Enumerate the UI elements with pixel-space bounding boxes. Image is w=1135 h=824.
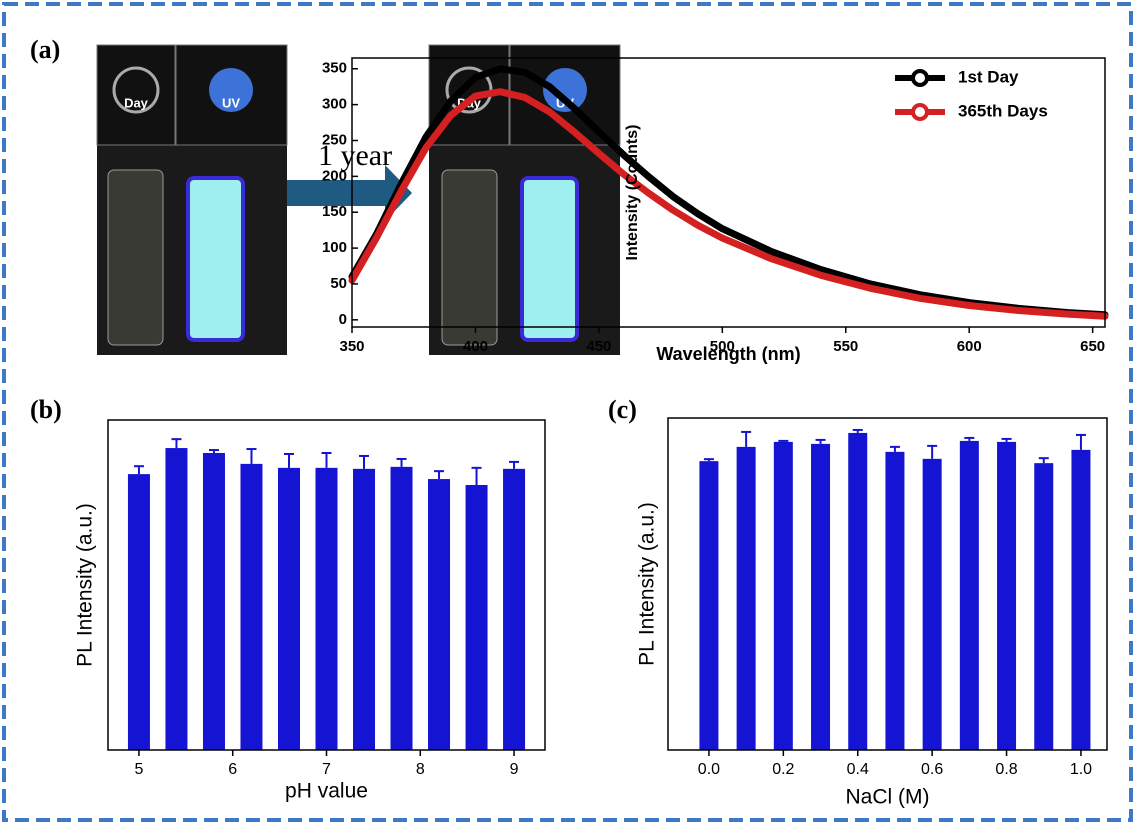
x-tick-label: 650 <box>1080 338 1105 355</box>
bar <box>428 479 451 750</box>
x-tick-label: 6 <box>228 761 237 778</box>
bar <box>736 446 756 750</box>
x-tick-label: 450 <box>586 338 611 355</box>
x-tick-label: 0.0 <box>698 761 720 778</box>
x-tick-label: 400 <box>463 338 488 355</box>
bar <box>848 432 868 750</box>
panel-label: (b) <box>30 395 62 424</box>
x-tick-label: 8 <box>416 761 425 778</box>
y-axis-label: PL Intensity (a.u.) <box>636 502 659 666</box>
y-tick-label: 50 <box>330 275 347 292</box>
x-tick-label: 1.0 <box>1070 761 1092 778</box>
bar <box>202 453 225 750</box>
legend-label: 365th Days <box>958 101 1048 120</box>
y-tick-label: 100 <box>322 239 347 256</box>
bar <box>773 441 793 750</box>
plot-frame <box>667 417 1108 751</box>
bar <box>997 441 1017 750</box>
series-line <box>348 88 1109 320</box>
x-tick-label: 0.8 <box>995 761 1017 778</box>
x-tick-label: 0.4 <box>847 761 869 778</box>
x-tick-label: 600 <box>957 338 982 355</box>
x-tick-label: 5 <box>134 761 143 778</box>
y-tick-label: 300 <box>322 96 347 113</box>
bar <box>503 468 526 750</box>
plot-frame <box>351 57 1106 328</box>
legend-marker <box>911 69 929 87</box>
x-tick-label: 500 <box>710 338 735 355</box>
y-tick-label: 0 <box>339 311 347 328</box>
legend-marker <box>911 103 929 121</box>
arrow <box>287 165 412 221</box>
bar <box>315 467 338 750</box>
bar <box>1071 449 1091 750</box>
x-tick-label: 9 <box>510 761 519 778</box>
y-tick-label: 150 <box>322 203 347 220</box>
x-tick-label: 0.6 <box>921 761 943 778</box>
panel-label: (a) <box>30 35 60 64</box>
bar <box>699 461 719 750</box>
bar <box>390 466 413 750</box>
photo-after <box>428 44 621 355</box>
arrow-label: 1 year <box>318 139 392 172</box>
bar <box>240 463 263 750</box>
bar <box>127 474 150 750</box>
bar <box>885 451 905 750</box>
bar <box>465 485 488 750</box>
x-axis-label: NaCl (M) <box>846 786 930 809</box>
bar <box>922 458 942 750</box>
bar <box>959 440 979 750</box>
y-axis-label: Intensity (Counts) <box>624 125 641 261</box>
y-axis-label: PL Intensity (a.u.) <box>74 503 97 667</box>
x-axis-label: Wavelength (nm) <box>656 344 800 364</box>
photo-label: Day <box>124 95 149 110</box>
x-tick-label: 0.2 <box>772 761 794 778</box>
legend-label: 1st Day <box>958 67 1019 86</box>
y-tick-label: 350 <box>322 60 347 77</box>
x-tick-label: 350 <box>339 338 364 355</box>
photo-label: UV <box>222 95 240 110</box>
x-tick-label: 550 <box>833 338 858 355</box>
panel-label: (c) <box>608 395 637 424</box>
x-tick-label: 7 <box>322 761 331 778</box>
bar <box>165 448 188 750</box>
bar <box>1034 463 1054 750</box>
bar <box>277 467 300 750</box>
x-axis-label: pH value <box>285 780 368 803</box>
y-tick-label: 200 <box>322 167 347 184</box>
bar <box>811 443 831 750</box>
photo-before <box>96 44 288 355</box>
bar <box>353 468 376 750</box>
y-tick-label: 250 <box>322 131 347 148</box>
